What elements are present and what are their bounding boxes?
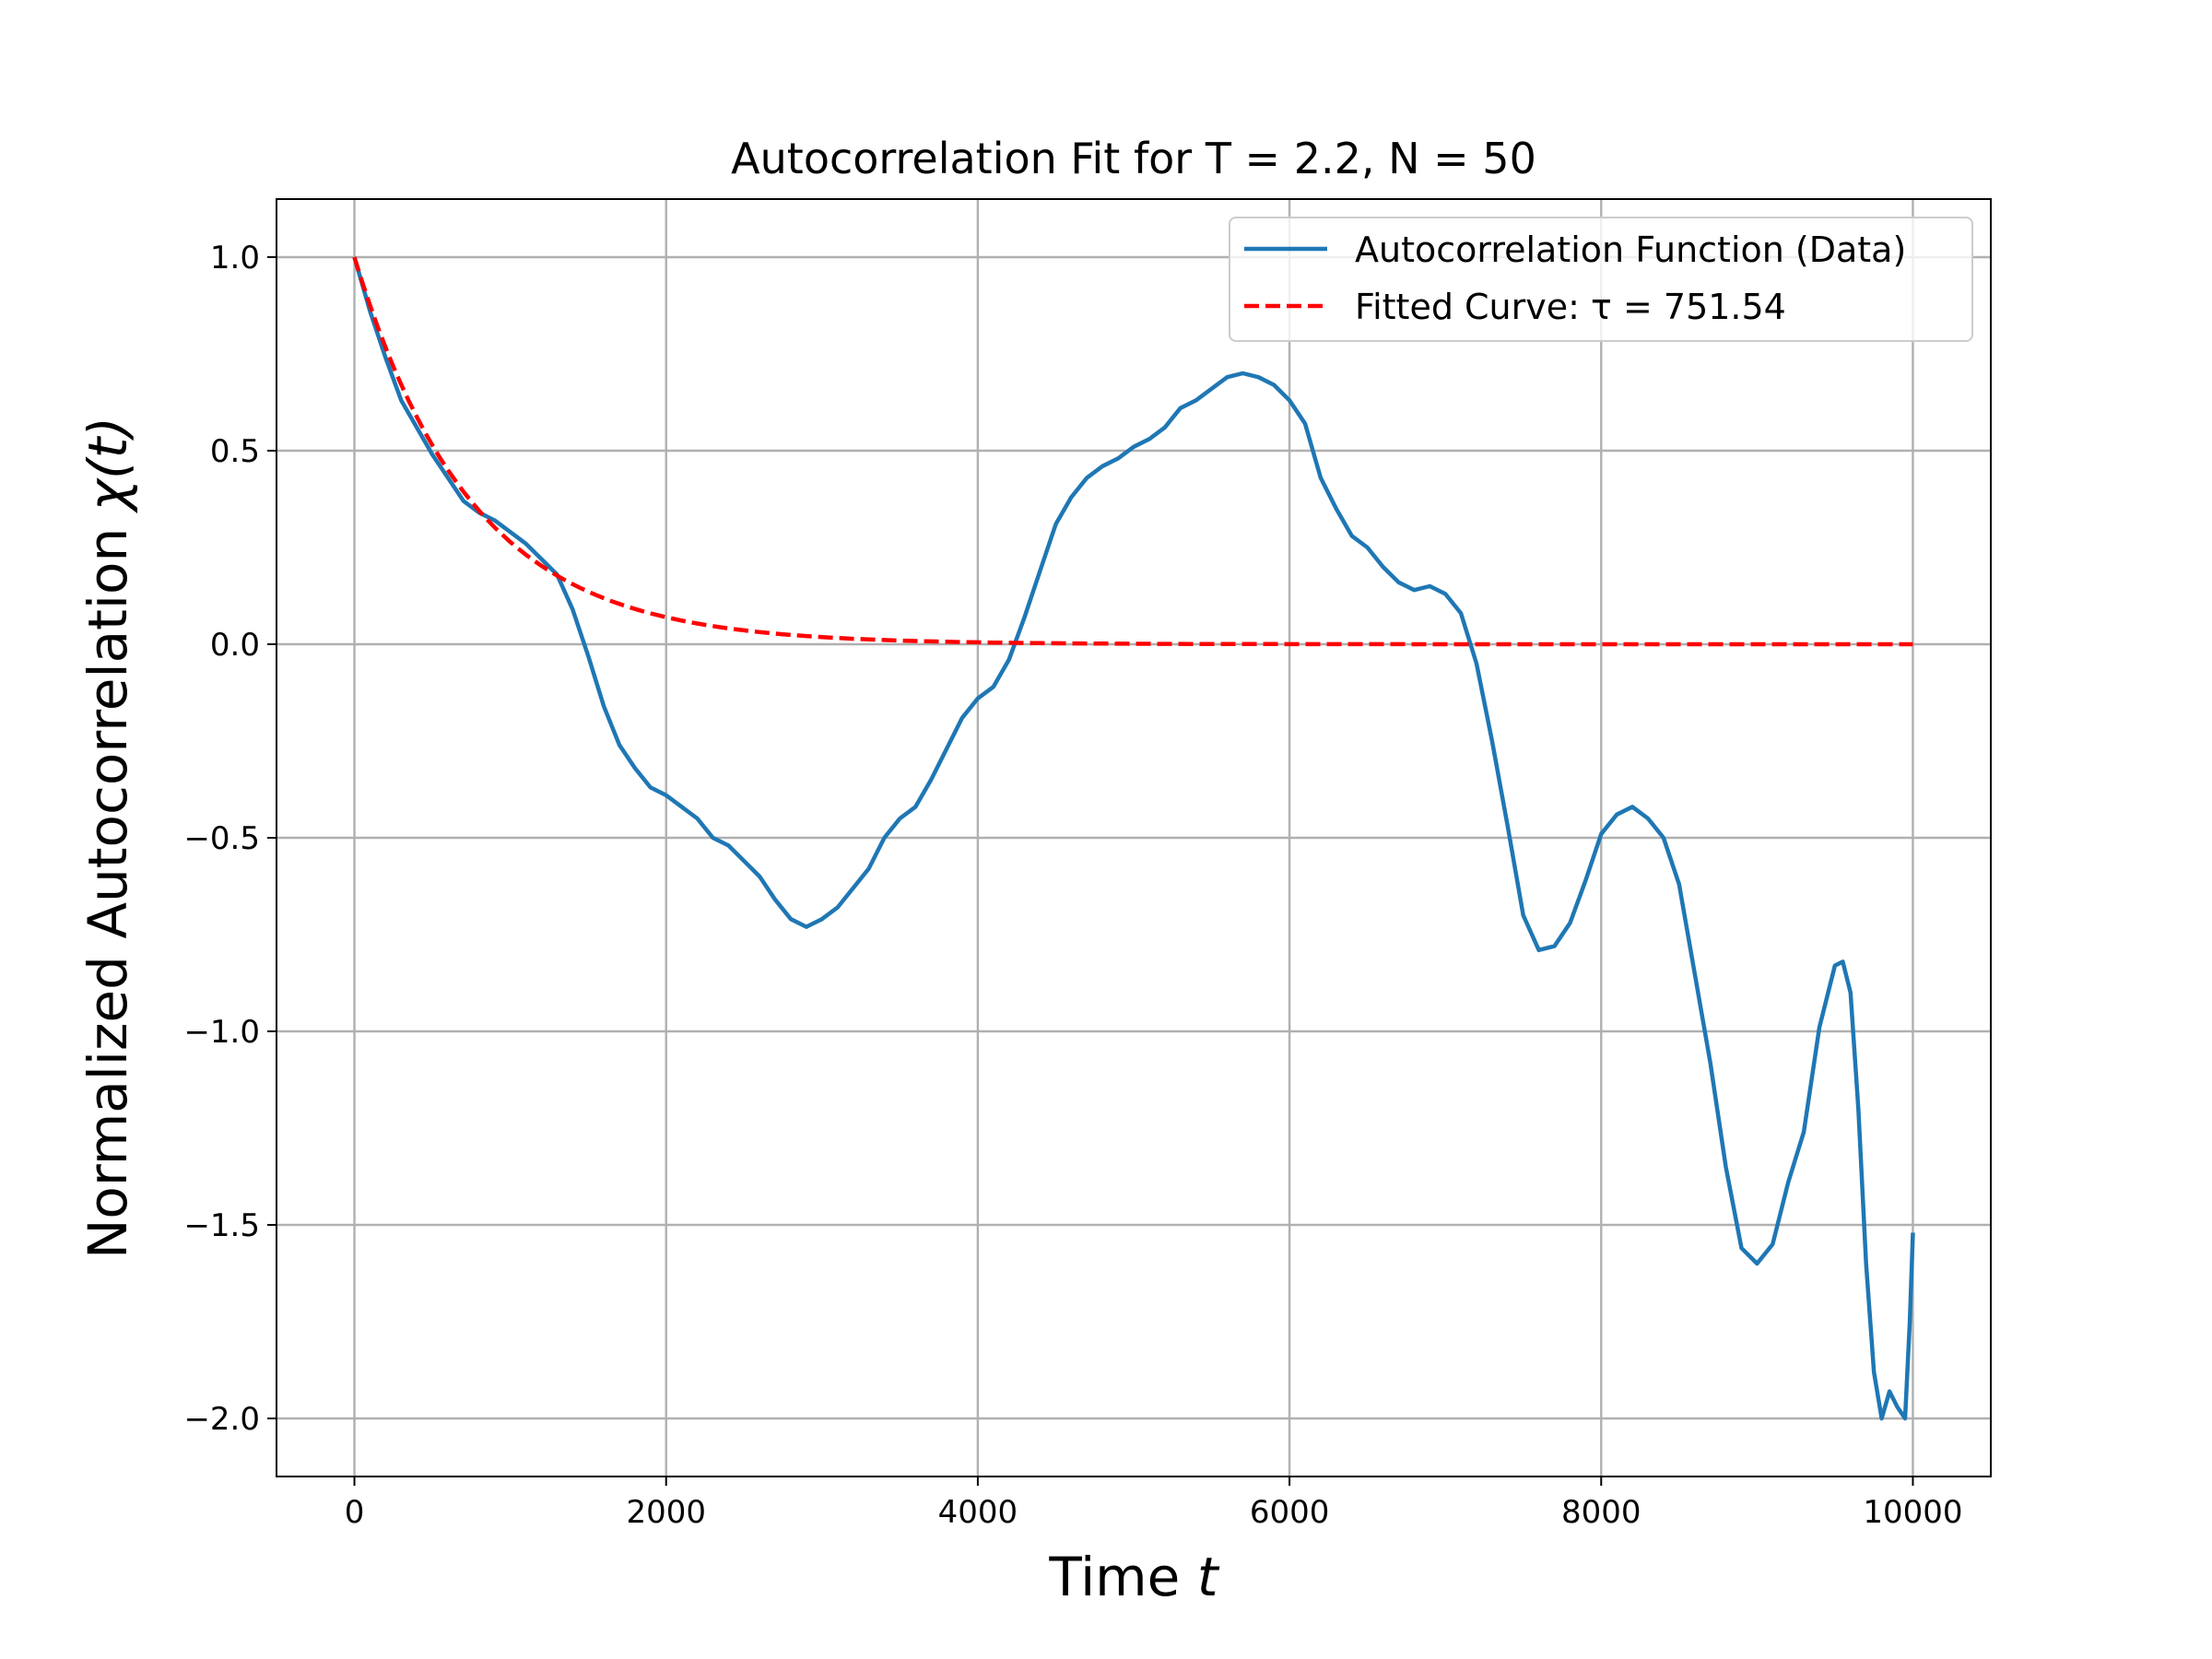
y-axis-label-text: Normalized Autocorrelation: [76, 511, 139, 1259]
x-tick-label: 8000: [1561, 1494, 1641, 1531]
x-tick-label: 4000: [938, 1494, 1018, 1531]
x-tick-label: 0: [345, 1494, 365, 1531]
x-tick-label: 6000: [1250, 1494, 1330, 1531]
fitted-curve-line: [352, 256, 1913, 647]
legend: Autocorrelation Function (Data) Fitted C…: [1229, 217, 1973, 342]
y-tick-label: 1.0: [210, 240, 260, 276]
y-axis-label-variable: χ(t): [76, 417, 139, 513]
y-tick-label: −1.5: [183, 1207, 260, 1244]
x-tick-label: 10000: [1863, 1494, 1962, 1531]
y-axis-label: Normalized Autocorrelation χ(t): [76, 417, 139, 1259]
y-tick-label: −2.0: [183, 1401, 260, 1438]
x-axis-label-text: Time: [1048, 1546, 1196, 1608]
x-axis-label-variable: t: [1197, 1546, 1220, 1608]
y-tick-label: −0.5: [183, 820, 260, 857]
axis-ticks: 0 2000 4000 6000 8000 10000 1.0 0.5 0.0 −0.5 −1.0 −…: [183, 240, 1962, 1531]
x-axis-label: Time t: [1048, 1546, 1219, 1608]
y-tick-label: −1.0: [183, 1014, 260, 1051]
chart-title: Autocorrelation Fit for T = 2.2, N = 50: [731, 134, 1536, 183]
legend-frame: [1229, 217, 1973, 342]
autocorrelation-data-line: [352, 256, 1915, 1421]
legend-data-label: Autocorrelation Function (Data): [1355, 229, 1906, 270]
series-layer: [352, 256, 1915, 1421]
legend-fit-label: Fitted Curve: τ = 751.54: [1355, 287, 1786, 327]
y-tick-label: 0.0: [210, 627, 260, 664]
x-tick-label: 2000: [626, 1494, 706, 1531]
y-tick-label: 0.5: [210, 433, 260, 470]
